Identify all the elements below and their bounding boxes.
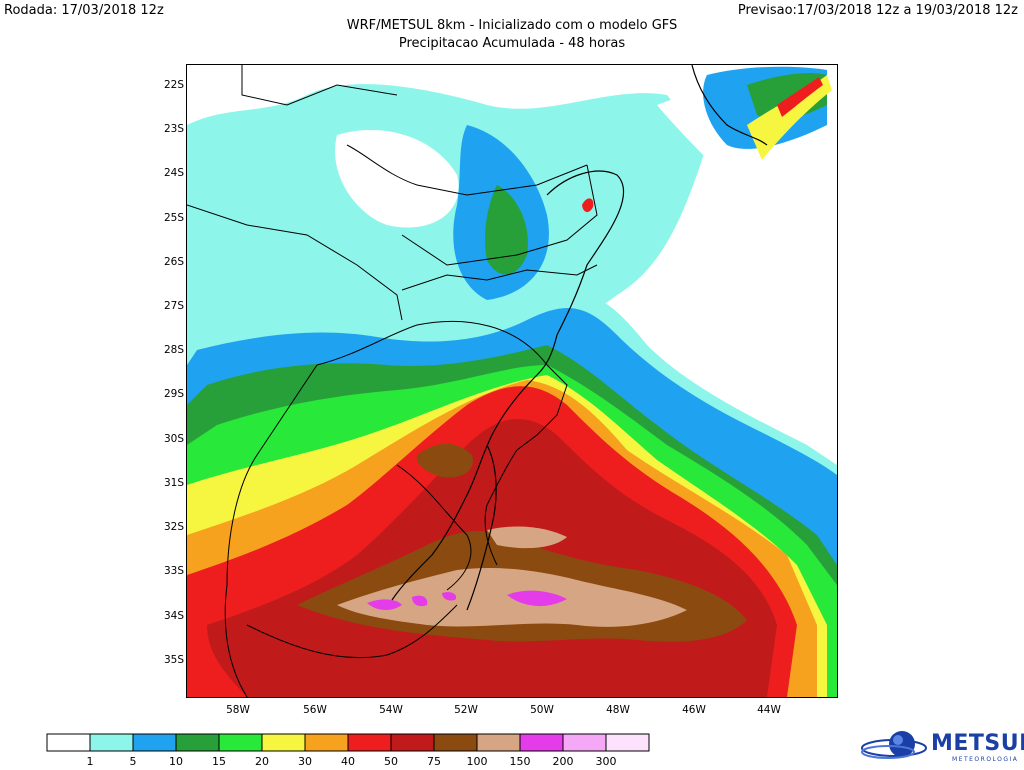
lon-label: 52W: [454, 704, 478, 716]
colorbar-swatch: [347, 733, 392, 752]
colorbar-swatch: [46, 733, 91, 752]
brand-name: METSUL: [931, 731, 1024, 756]
map-title: WRF/METSUL 8km - Inicializado com o mode…: [346, 18, 678, 33]
lat-label: 24S: [163, 167, 184, 179]
precipitation-colorbar: [46, 733, 650, 752]
lat-label: 31S: [163, 477, 184, 489]
colorbar-label: 100: [466, 755, 488, 768]
colorbar-label: 50: [384, 755, 398, 768]
colorbar-label: 300: [595, 755, 617, 768]
lon-label: 50W: [530, 704, 554, 716]
lat-label: 27S: [163, 300, 184, 312]
lon-label: 54W: [379, 704, 403, 716]
colorbar-label: 30: [298, 755, 312, 768]
run-time-label: Rodada: 17/03/2018 12z: [4, 3, 164, 18]
lat-label: 23S: [163, 123, 184, 135]
lat-label: 35S: [163, 654, 184, 666]
lat-label: 32S: [163, 521, 184, 533]
colorbar-swatch: [519, 733, 564, 752]
map-subtitle: Precipitacao Acumulada - 48 horas: [398, 36, 626, 51]
forecast-period-label: Previsao:17/03/2018 12z a 19/03/2018 12z: [737, 3, 1018, 18]
lat-label: 28S: [163, 344, 184, 356]
colorbar-swatch: [390, 733, 435, 752]
colorbar-swatch: [218, 733, 263, 752]
colorbar-label: 150: [509, 755, 531, 768]
precipitation-map-graphic: [187, 65, 837, 697]
lat-label: 30S: [163, 433, 184, 445]
lat-label: 33S: [163, 565, 184, 577]
lon-label: 58W: [226, 704, 250, 716]
colorbar-swatch: [89, 733, 134, 752]
colorbar-swatch: [476, 733, 521, 752]
precipitation-map: [186, 64, 838, 698]
brand-tagline: METEOROLOGIA: [952, 756, 1019, 763]
lat-label: 29S: [163, 388, 184, 400]
lat-label: 25S: [163, 212, 184, 224]
lon-label: 48W: [606, 704, 630, 716]
colorbar-swatch: [132, 733, 177, 752]
lat-label: 22S: [163, 79, 184, 91]
colorbar-label: 200: [552, 755, 574, 768]
colorbar-label: 15: [212, 755, 226, 768]
colorbar-swatch: [562, 733, 607, 752]
lat-label: 26S: [163, 256, 184, 268]
metsul-logo: [861, 731, 927, 759]
lon-label: 46W: [682, 704, 706, 716]
colorbar-swatch: [433, 733, 478, 752]
lon-label: 44W: [757, 704, 781, 716]
colorbar-swatch: [261, 733, 306, 752]
colorbar-swatch: [304, 733, 349, 752]
lat-label: 34S: [163, 610, 184, 622]
colorbar-label: 20: [255, 755, 269, 768]
colorbar-label: 10: [169, 755, 183, 768]
colorbar-label: 40: [341, 755, 355, 768]
lon-label: 56W: [303, 704, 327, 716]
colorbar-label: 5: [129, 755, 137, 768]
colorbar-swatch: [175, 733, 220, 752]
colorbar-swatch: [605, 733, 650, 752]
colorbar-label: 1: [86, 755, 94, 768]
colorbar-label: 75: [427, 755, 441, 768]
